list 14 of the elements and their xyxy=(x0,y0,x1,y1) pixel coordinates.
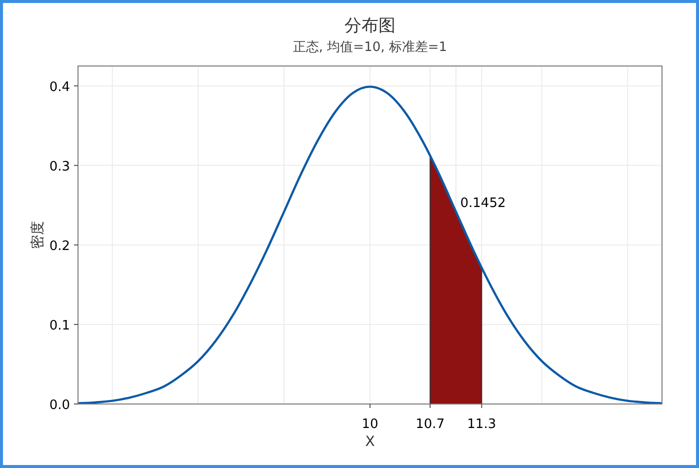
x-tick-label: 11.3 xyxy=(467,417,496,432)
line-series xyxy=(76,86,664,404)
y-tick-label: 0.0 xyxy=(49,398,70,413)
y-tick-label: 0.3 xyxy=(49,159,70,174)
chart-subtitle: 正态, 均值=10, 标准差=1 xyxy=(292,40,448,55)
x-axis-title: X xyxy=(365,434,376,450)
annotation: 0.1452 xyxy=(460,196,506,211)
y-tick-label: 0.4 xyxy=(49,80,70,95)
y-tick-label: 0.2 xyxy=(49,238,70,254)
y-tick-label: 0.1 xyxy=(49,318,70,334)
x-tick-label: 10.7 xyxy=(416,417,445,432)
chart-title: 分布图 xyxy=(344,16,396,36)
y-axis-title: 密度 xyxy=(30,221,46,249)
x-tick-label: 10 xyxy=(362,417,378,432)
